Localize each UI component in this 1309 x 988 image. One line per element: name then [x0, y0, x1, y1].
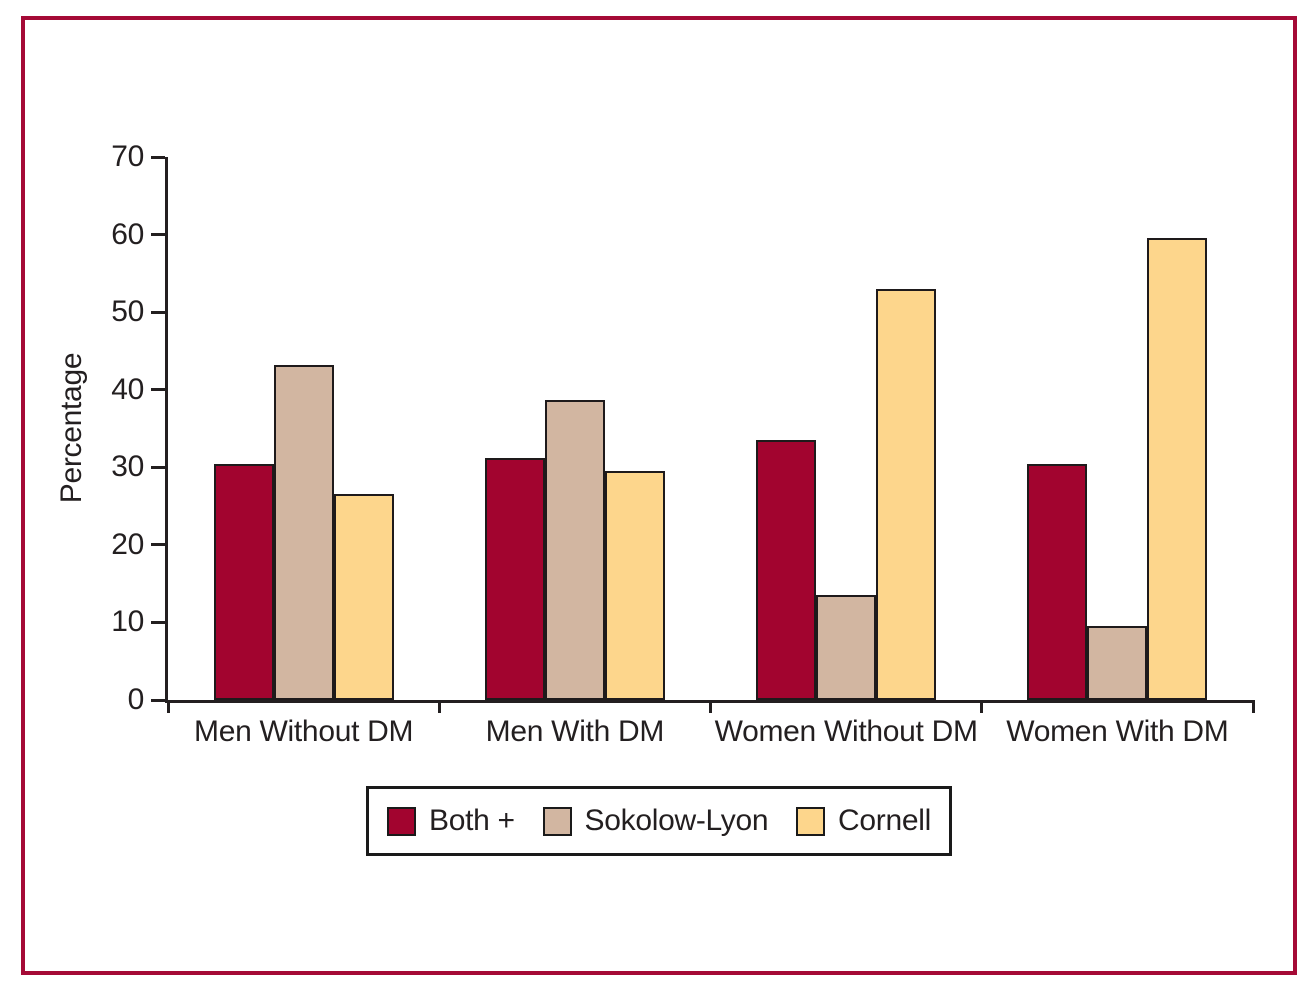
plot-area: 0 10 20 30 40 50 60 70 Men Without DM Men With DM…	[111, 141, 1255, 748]
bar-cornell-women-without-dm	[876, 288, 937, 700]
y-axis-tick-30	[151, 465, 165, 469]
bar-sokolow-lyon-women-without-dm	[816, 594, 877, 700]
y-axis-tick-label: 50	[111, 295, 144, 329]
bar-sokolow-lyon-women-with-dm	[1087, 625, 1148, 700]
y-axis-tick-40	[151, 388, 165, 392]
bar-both-plus-men-without-dm	[213, 464, 274, 700]
y-axis-tick-20	[151, 543, 165, 547]
legend-swatch-cornell	[796, 806, 826, 836]
y-axis-tick-label: 40	[111, 372, 144, 406]
y-axis-tick-label: 0	[127, 683, 145, 716]
bar-group-women-without-dm	[756, 288, 937, 700]
legend-item-sokolow-lyon: Sokolow-Lyon	[542, 804, 769, 838]
y-axis-tick-label: 60	[111, 217, 144, 251]
bar-sokolow-lyon-men-without-dm	[273, 364, 334, 700]
x-axis-tick	[709, 700, 712, 713]
y-axis-tick-0	[151, 698, 165, 702]
y-axis-tick-label: 70	[111, 140, 144, 173]
legend-label: Sokolow-Lyon	[584, 804, 769, 837]
bar-cornell-men-with-dm	[604, 471, 665, 700]
x-axis-tick	[166, 700, 170, 713]
bar-group-men-without-dm	[213, 364, 394, 700]
x-axis-tick	[980, 700, 984, 713]
y-axis-tick-label: 20	[111, 527, 144, 561]
bar-both-plus-women-with-dm	[1027, 464, 1088, 700]
x-axis-label-women-without-dm: Women Without DM	[714, 715, 978, 748]
legend: Both + Sokolow-Lyon Cornell	[366, 786, 952, 856]
y-axis-tick-label: 10	[111, 605, 144, 639]
x-axis-label-men-with-dm: Men With DM	[485, 715, 665, 748]
bar-cornell-men-without-dm	[333, 494, 394, 700]
legend-label: Cornell	[838, 804, 931, 837]
bar-group-men-with-dm	[484, 399, 665, 700]
bar-group-women-with-dm	[1027, 237, 1208, 700]
legend-label: Both +	[429, 804, 515, 837]
legend-item-both-plus: Both +	[387, 804, 515, 838]
y-axis-tick-60	[151, 233, 165, 237]
bar-cornell-women-with-dm	[1147, 237, 1208, 700]
legend-swatch-sokolow-lyon	[542, 806, 572, 836]
x-axis-label-women-with-dm: Women With DM	[1006, 715, 1229, 748]
y-axis-tick-10	[151, 620, 165, 624]
bar-sokolow-lyon-men-with-dm	[544, 399, 605, 700]
legend-swatch-both-plus	[387, 806, 416, 836]
bar-both-plus-men-with-dm	[484, 457, 545, 700]
bar-both-plus-women-without-dm	[756, 440, 817, 700]
x-axis-label-men-without-dm: Men Without DM	[194, 715, 414, 748]
y-axis-tick-70	[151, 155, 165, 159]
y-axis-tick-50	[151, 310, 165, 314]
x-axis-tick	[437, 700, 441, 713]
y-axis-tick-label: 30	[111, 450, 144, 484]
x-axis-tick	[1251, 700, 1255, 713]
legend-item-cornell: Cornell	[796, 804, 931, 838]
